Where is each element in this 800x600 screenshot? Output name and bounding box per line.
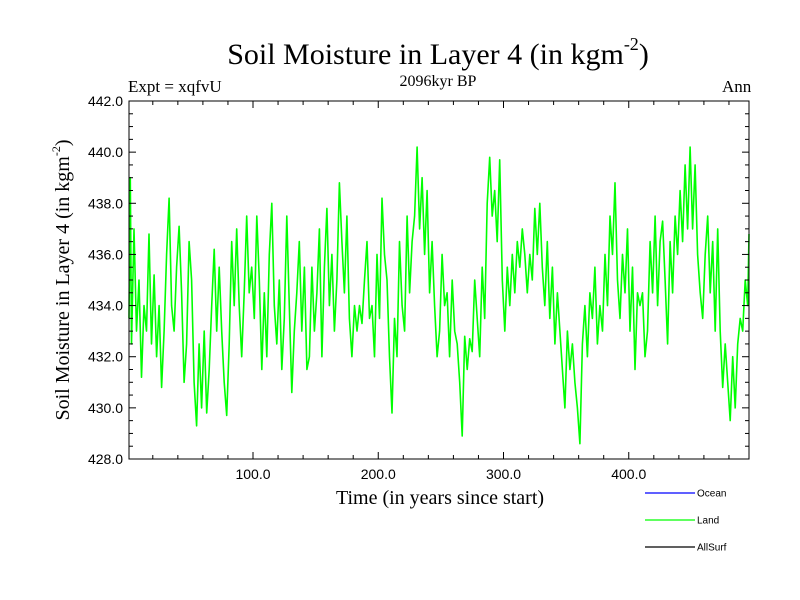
plot-frame [128, 100, 750, 460]
y-tick-label: 434.0 [88, 298, 123, 314]
series-layer [128, 146, 750, 445]
legend-label-allsurf: AllSurf [697, 543, 727, 554]
season-label: Ann [722, 77, 752, 96]
y-tick-label: 428.0 [88, 451, 123, 467]
legend: Ocean Land AllSurf [645, 489, 727, 554]
x-tick-label: 100.0 [235, 466, 270, 482]
x-tick-label: 200.0 [361, 466, 396, 482]
x-tick-label: 400.0 [611, 466, 646, 482]
legend-label-ocean: Ocean [697, 489, 726, 500]
chart-title: Soil Moisture in Layer 4 (in kgm-2) [227, 34, 649, 71]
series-line-land [128, 146, 750, 445]
x-tick-label: 300.0 [486, 466, 521, 482]
chart-subtitle: 2096kyr BP [399, 73, 477, 90]
y-tick-label: 430.0 [88, 400, 123, 416]
axis-layer: 100.0 200.0 300.0 400.0 428.0 430.0 432.0 434.0… [88, 93, 749, 482]
x-axis-label: Time (in years since start) [335, 487, 545, 509]
y-tick-label: 432.0 [88, 349, 123, 365]
y-tick-label: 442.0 [88, 93, 123, 109]
y-tick-label: 440.0 [88, 144, 123, 160]
y-tick-label: 436.0 [88, 246, 123, 262]
y-tick-label: 438.0 [88, 195, 123, 211]
experiment-label: Expt = xqfvU [128, 77, 222, 96]
legend-label-land: Land [697, 516, 719, 527]
